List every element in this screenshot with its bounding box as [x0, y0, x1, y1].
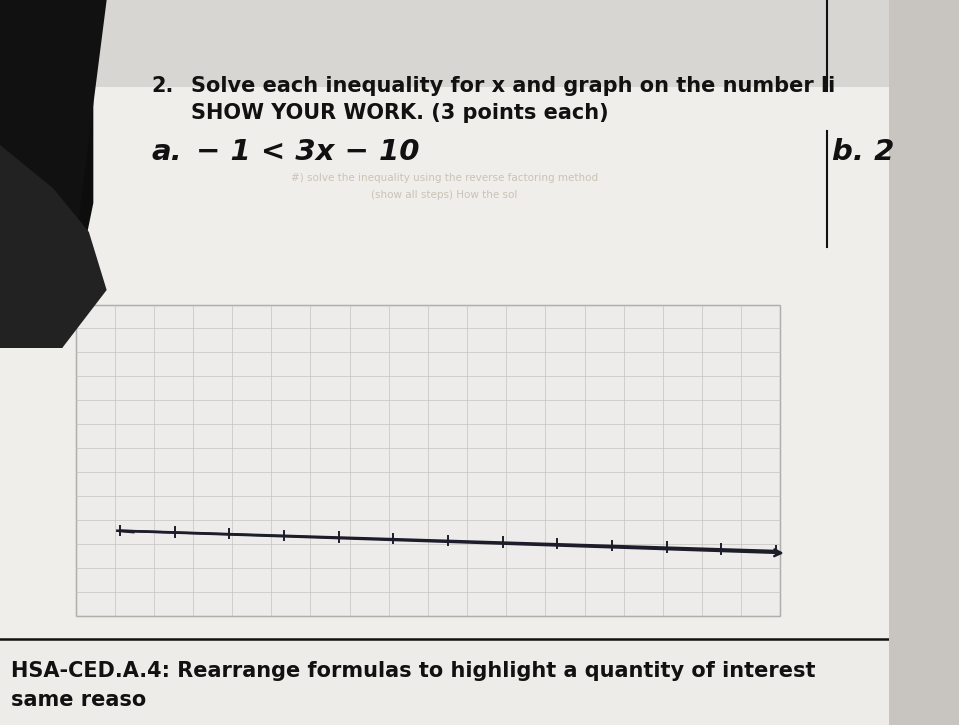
Text: Solve each inequality for x and graph on the number li: Solve each inequality for x and graph on…	[191, 76, 835, 96]
Polygon shape	[0, 145, 106, 348]
Text: b. 2: b. 2	[831, 138, 895, 166]
Polygon shape	[0, 0, 106, 348]
Text: (show all steps) How the sol: (show all steps) How the sol	[371, 190, 518, 200]
Text: #) solve the inequality using the reverse factoring method: #) solve the inequality using the revers…	[291, 173, 598, 183]
Text: a.: a.	[152, 138, 182, 166]
Bar	[0, 0, 889, 87]
Polygon shape	[0, 0, 93, 348]
Text: HSA-CED.A.4: Rearrange formulas to highlight a quantity of interest: HSA-CED.A.4: Rearrange formulas to highl…	[11, 661, 815, 682]
Text: 2.: 2.	[152, 76, 174, 96]
Text: SHOW YOUR WORK. (3 points each): SHOW YOUR WORK. (3 points each)	[191, 103, 609, 123]
Text: − 1 < 3x − 10: − 1 < 3x − 10	[196, 138, 419, 166]
Text: same reaso: same reaso	[11, 690, 146, 710]
Bar	[76, 304, 781, 616]
Bar	[0, 639, 889, 725]
